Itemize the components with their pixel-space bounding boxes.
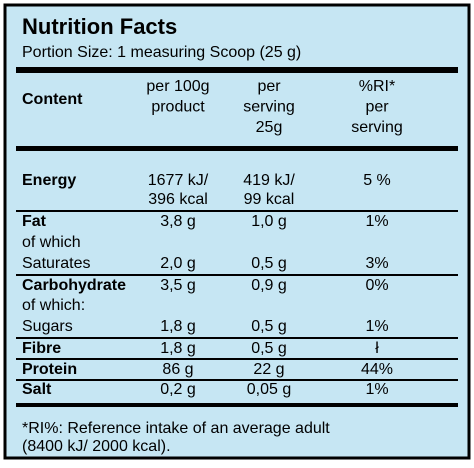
cell: 1,8 g (160, 318, 196, 335)
row-rule (16, 210, 458, 212)
row-label: Fibre (22, 340, 61, 357)
row-label: Energy (22, 172, 76, 189)
cell: 1,0 g (251, 213, 287, 230)
cell: 0,5 g (251, 318, 287, 335)
row-label: of which (22, 234, 81, 251)
cell: 1,8 g (160, 340, 196, 357)
column-header: 25g (256, 119, 283, 136)
portion-size: Portion Size: 1 measuring Scoop (25 g) (22, 44, 301, 61)
cell: 1% (365, 318, 388, 335)
column-header: per 100g (146, 78, 209, 95)
row-label: Saturates (22, 255, 90, 272)
row-label: Salt (22, 381, 52, 398)
cell: 0,5 g (251, 255, 287, 272)
row-rule (16, 358, 458, 360)
cell: 2,0 g (160, 255, 196, 272)
column-header: serving (243, 99, 295, 116)
cell: 3,8 g (160, 213, 196, 230)
panel (3, 3, 471, 460)
cell: 3% (365, 255, 388, 272)
cell: 99 kcal (244, 191, 295, 208)
title: Nutrition Facts (22, 14, 177, 39)
cell: 5 % (363, 172, 391, 189)
cell: 0,2 g (160, 381, 196, 398)
row-label: Fat (22, 213, 47, 230)
column-header: Content (22, 91, 83, 108)
row-label: of which: (22, 297, 85, 314)
footnote: (8400 kJ/ 2000 kcal). (22, 438, 171, 455)
cell: 0,5 g (251, 340, 287, 357)
cell: ł (375, 340, 379, 357)
cell: 22 g (253, 361, 284, 378)
column-header: per (365, 99, 389, 116)
cell: 44% (361, 361, 393, 378)
cell: 396 kcal (148, 191, 208, 208)
cell: 0% (365, 277, 388, 294)
thick-rule (16, 146, 458, 151)
row-label: Carbohydrate (22, 277, 126, 294)
column-header: serving (351, 119, 403, 136)
row-rule (16, 379, 458, 381)
cell: 1% (365, 213, 388, 230)
row-rule (16, 274, 458, 276)
row-rule (16, 337, 458, 339)
cell: 0,9 g (251, 277, 287, 294)
footnote: *RI%: Reference intake of an average adu… (22, 420, 330, 437)
cell: 3,5 g (160, 277, 196, 294)
thick-rule (16, 403, 458, 407)
column-header: product (151, 99, 205, 116)
cell: 1677 kJ/ (148, 172, 209, 189)
column-header: per (257, 78, 281, 95)
cell: 419 kJ/ (243, 172, 295, 189)
cell: 0,05 g (247, 381, 291, 398)
row-label: Protein (22, 361, 77, 378)
thick-rule (16, 67, 458, 73)
cell: 1% (365, 381, 388, 398)
row-label: Sugars (22, 318, 73, 335)
cell: 86 g (162, 361, 193, 378)
column-header: %RI* (359, 78, 395, 95)
